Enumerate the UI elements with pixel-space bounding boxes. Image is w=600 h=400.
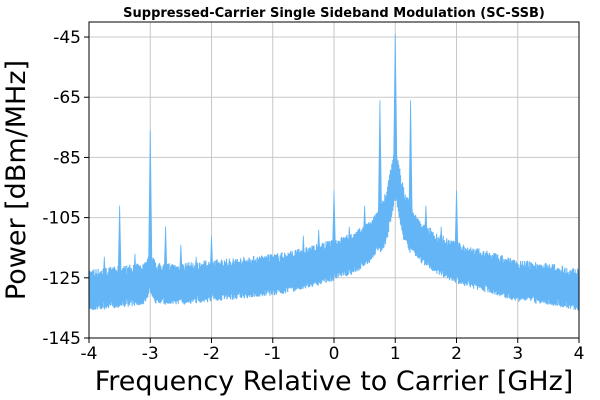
- x-tick-label: -2: [203, 344, 220, 364]
- y-tick-label: -105: [42, 209, 81, 229]
- spur-peak: [331, 190, 337, 267]
- x-tick-label: 0: [329, 344, 340, 364]
- spur-peak: [377, 100, 383, 234]
- spur-peak: [178, 244, 184, 291]
- spur-peak: [316, 229, 321, 271]
- spur-peak: [301, 235, 306, 276]
- x-tick-label: -4: [81, 344, 98, 364]
- y-axis-label: Power [dBm/MHz]: [1, 60, 32, 300]
- y-tick-label: -45: [53, 28, 81, 48]
- spur-peak: [132, 253, 138, 292]
- y-tick-label: -65: [53, 88, 81, 108]
- x-tick-label: -3: [142, 344, 159, 364]
- spur-peak: [117, 205, 122, 294]
- spur-peak: [408, 100, 413, 234]
- x-tick-label: 2: [451, 344, 462, 364]
- spur-peak: [423, 205, 429, 253]
- axis-ticks: -4 -3 -2 -1 0 1 2 3 4 -45 -65 -85 -105 -125 -145: [42, 28, 584, 364]
- spur-peak: [193, 256, 199, 289]
- y-tick-label: -125: [42, 269, 81, 289]
- spur-peak: [209, 235, 214, 288]
- x-tick-label: 4: [574, 344, 585, 364]
- chart-title: Suppressed-Carrier Single Sideband Modul…: [123, 6, 545, 21]
- series-trace: [88, 34, 580, 311]
- spur-peak: [163, 226, 168, 291]
- x-axis-label: Frequency Relative to Carrier [GHz]: [95, 366, 574, 397]
- spur-peak: [438, 226, 444, 262]
- spur-peak: [393, 34, 398, 179]
- spur-peak: [102, 256, 107, 295]
- x-tick-label: -1: [264, 344, 281, 364]
- spur-peak: [148, 130, 153, 279]
- y-tick-label: -85: [53, 148, 81, 168]
- y-tick-label: -145: [42, 329, 81, 349]
- spur-peak: [362, 205, 367, 253]
- x-tick-label: 3: [512, 344, 523, 364]
- spur-peak: [347, 226, 352, 262]
- spur-peak: [454, 190, 459, 270]
- x-tick-label: 1: [390, 344, 401, 364]
- spur-peak: [224, 262, 230, 286]
